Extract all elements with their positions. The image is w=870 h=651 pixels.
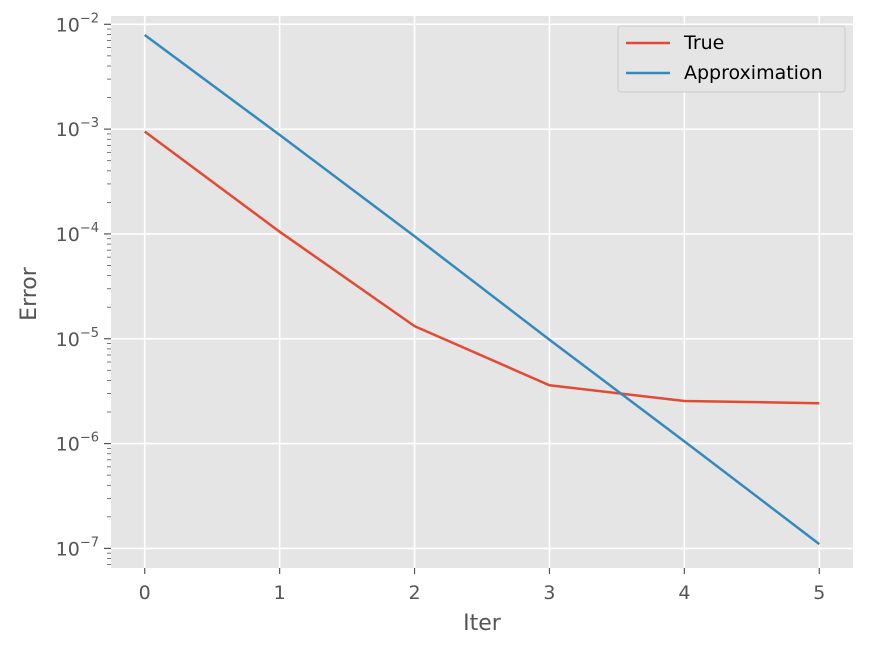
x-tick-labels: 0 1 2 3 4 5 <box>139 568 825 604</box>
y-tick-label: 10−7 <box>56 535 99 560</box>
legend-label-true: True <box>683 32 724 54</box>
legend: True Approximation <box>617 25 846 93</box>
x-tick-label: 1 <box>274 582 286 604</box>
y-tick-label: 10−5 <box>56 326 99 351</box>
y-tick-label: 10−4 <box>56 221 99 246</box>
y-tick-label: 10−6 <box>56 431 99 456</box>
x-axis-label: Iter <box>463 611 502 636</box>
y-axis-label: Error <box>17 266 42 321</box>
x-tick-label: 4 <box>678 582 690 604</box>
x-tick-label: 3 <box>543 582 555 604</box>
legend-label-approximation: Approximation <box>684 62 823 84</box>
x-tick-label: 2 <box>408 582 420 604</box>
series-line-true <box>143 130 820 405</box>
y-tick-labels: 10−7 10−6 10−5 10−4 10−3 10−2 <box>56 11 111 560</box>
grid-lines <box>111 16 853 568</box>
y-minor-ticks <box>107 28 111 566</box>
series-lines <box>143 33 821 546</box>
x-tick-label: 5 <box>813 582 825 604</box>
y-tick-label: 10−3 <box>56 116 99 141</box>
series-line-approximation <box>143 33 821 546</box>
y-tick-label: 10−2 <box>56 11 99 36</box>
legend-box <box>617 25 846 93</box>
x-tick-label: 0 <box>139 582 151 604</box>
